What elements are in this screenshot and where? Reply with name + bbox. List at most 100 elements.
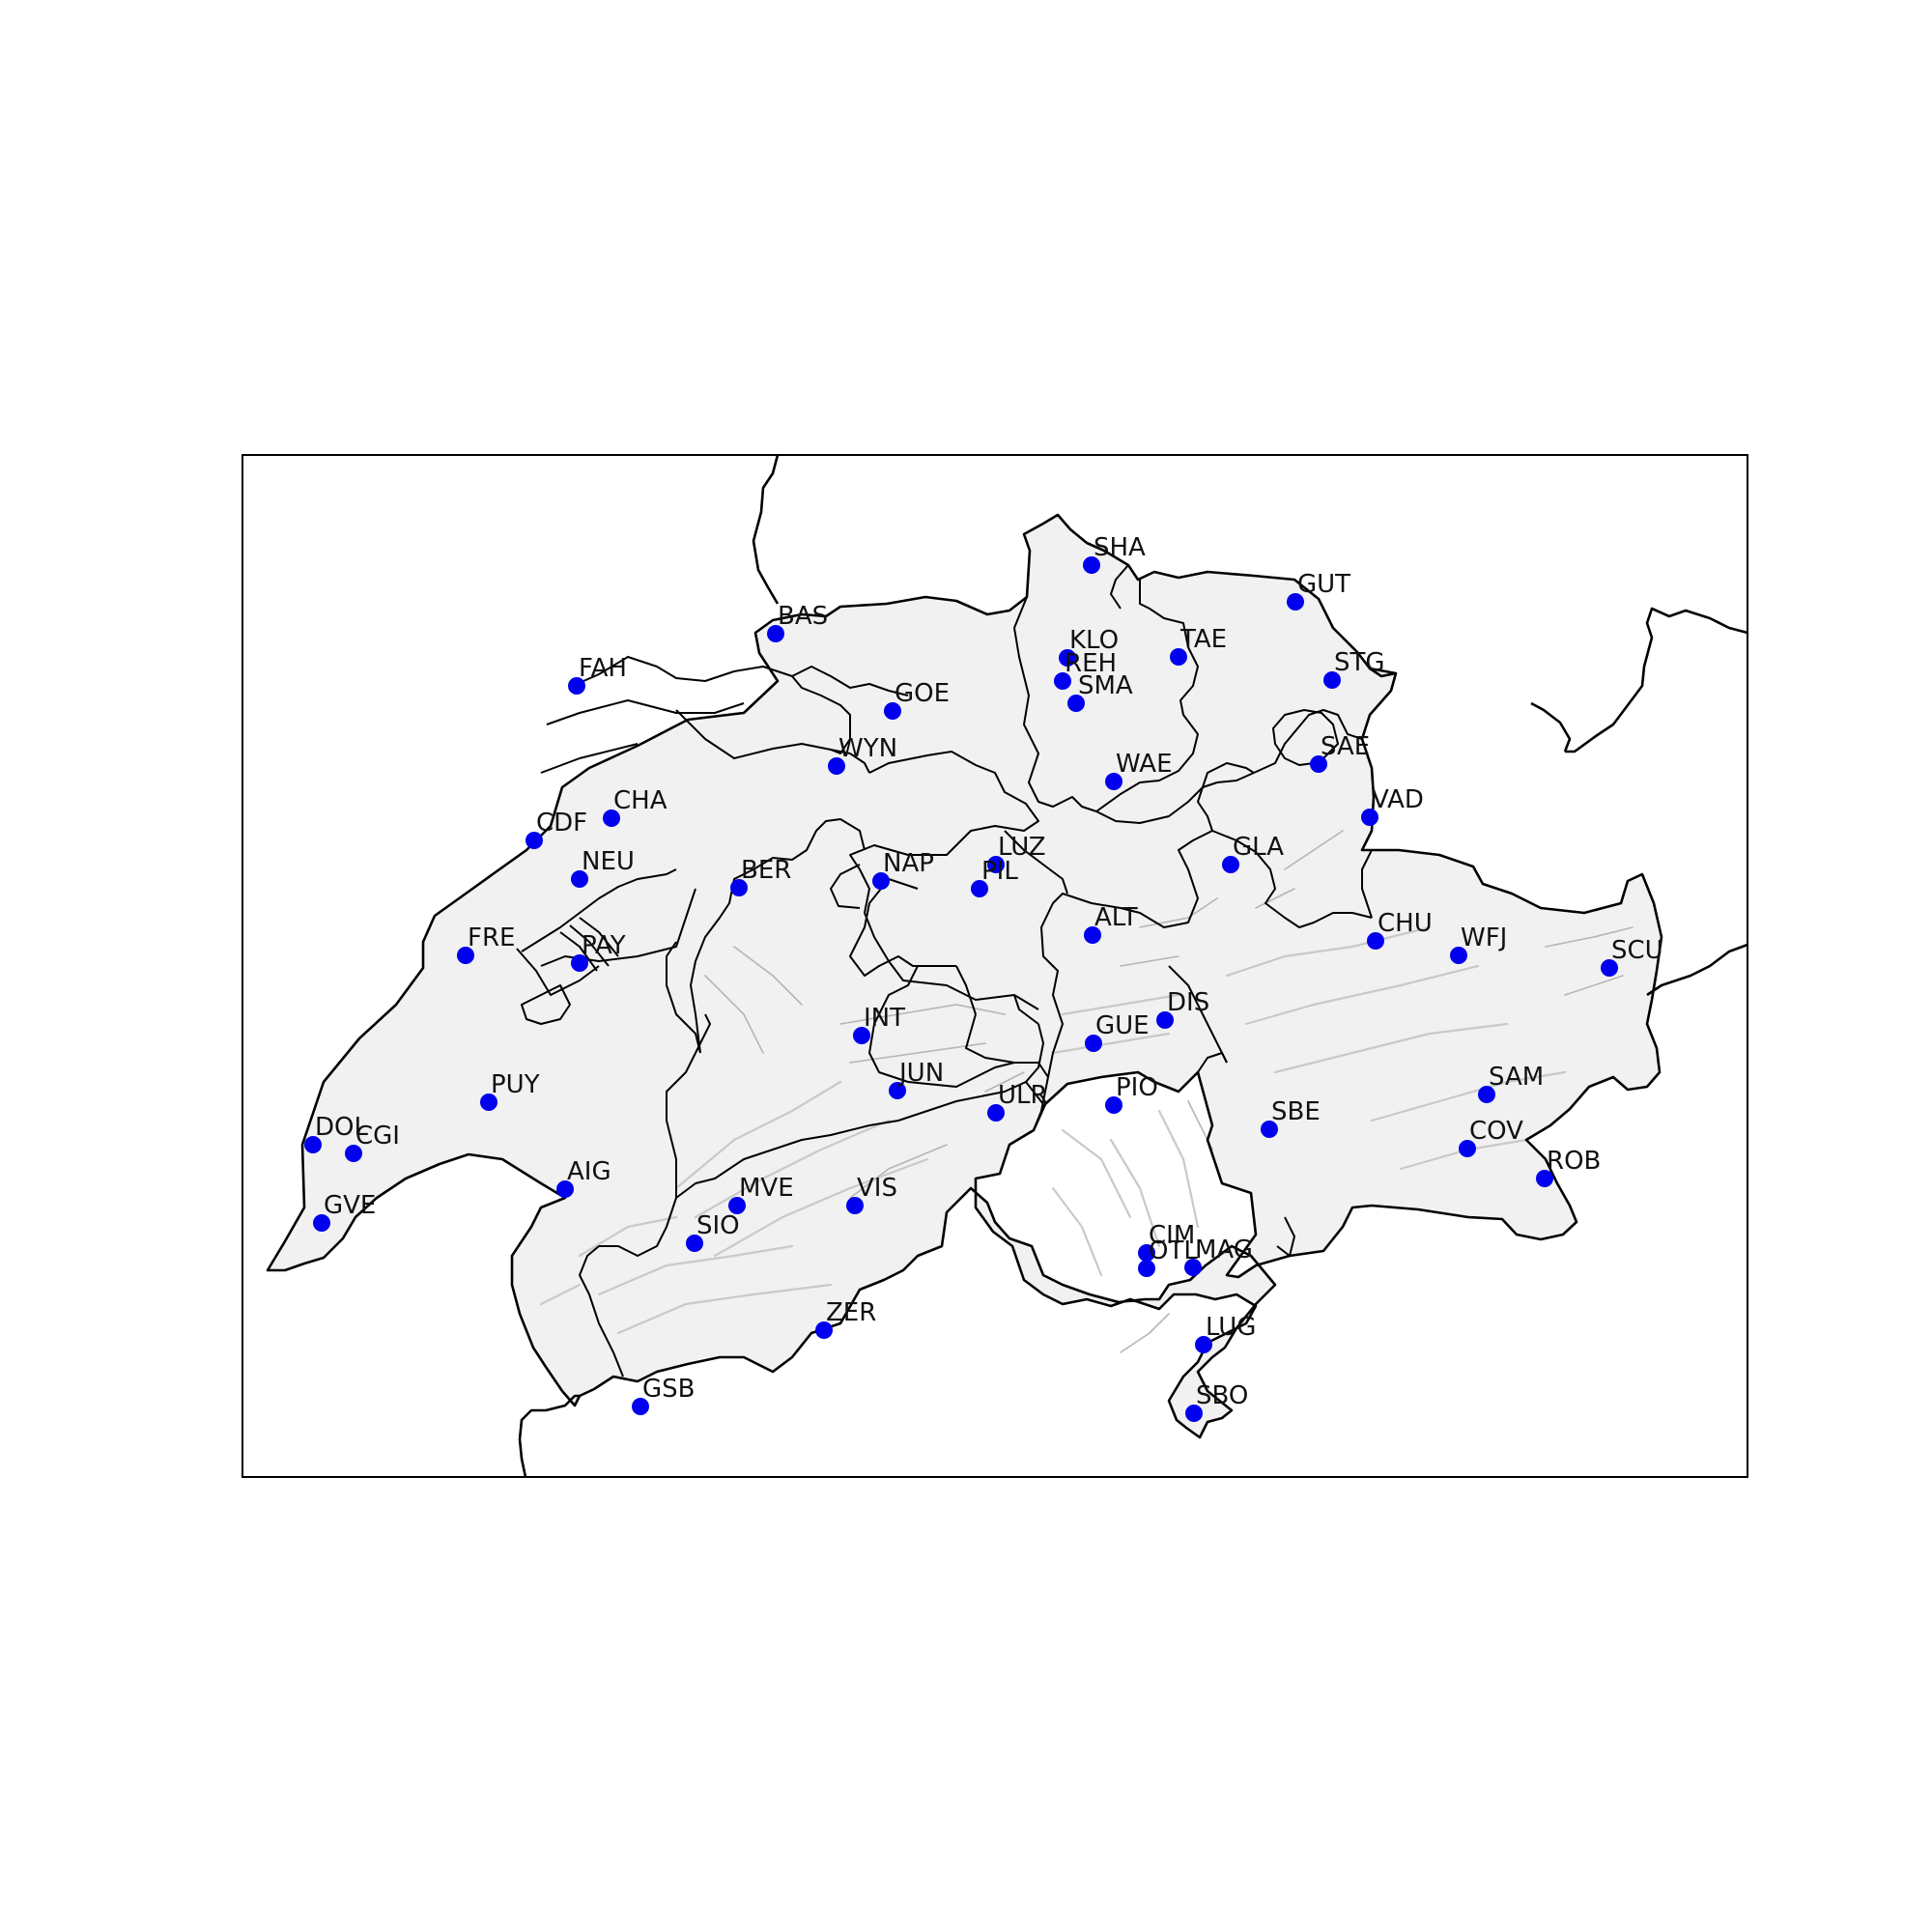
station-dot <box>872 872 890 890</box>
station-marker-dis: DIS <box>1156 988 1209 1029</box>
station-dot <box>1054 672 1071 690</box>
station-label: REH <box>1065 649 1117 678</box>
station-dot <box>884 702 901 720</box>
station-label: SAM <box>1489 1063 1544 1092</box>
station-label: GOE <box>895 679 950 708</box>
station-marker-wfj: WFJ <box>1450 923 1507 964</box>
station-dot <box>1459 1140 1476 1157</box>
station-label: GUT <box>1297 570 1350 599</box>
station-label: GLA <box>1233 833 1284 862</box>
station-dot <box>767 625 784 642</box>
station-marker-ber: BER <box>730 856 791 896</box>
station-marker-cov: COV <box>1459 1117 1523 1157</box>
station-marker-sha: SHA <box>1083 533 1146 574</box>
station-label: SHA <box>1094 533 1146 562</box>
station-marker-cdf: CDF <box>526 809 587 849</box>
station-dot <box>846 1197 864 1214</box>
switzerland-border <box>266 513 1663 1439</box>
station-label: DOL <box>315 1113 368 1142</box>
station-label: LUZ <box>998 833 1046 862</box>
station-dot <box>889 1082 906 1099</box>
station-marker-cim: CIM <box>1138 1221 1195 1262</box>
station-marker-nap: NAP <box>872 849 934 890</box>
station-label: JUN <box>897 1059 944 1088</box>
station-marker-pil: PIL <box>971 857 1018 897</box>
station-marker-dol: DOL <box>304 1113 368 1153</box>
station-label: WYN <box>838 734 897 763</box>
station-dot <box>1601 959 1618 977</box>
station-dot <box>1105 773 1122 790</box>
station-dot <box>571 870 588 888</box>
station-label: BER <box>741 856 791 885</box>
station-dot <box>1367 932 1384 950</box>
station-marker-reh: REH <box>1054 649 1117 690</box>
station-marker-gue: GUE <box>1085 1011 1150 1052</box>
station-dot <box>304 1136 322 1153</box>
station-marker-vad: VAD <box>1361 785 1424 826</box>
station-label: GSB <box>642 1375 696 1404</box>
station-dot <box>571 954 588 972</box>
station-marker-lug: LUG <box>1195 1313 1256 1353</box>
station-marker-scu: SCU <box>1601 936 1663 977</box>
station-dot <box>987 856 1005 873</box>
station-dot <box>1361 809 1378 826</box>
station-marker-gve: GVE <box>313 1191 376 1232</box>
station-dot <box>730 879 748 896</box>
station-marker-fah: FAH <box>568 654 627 695</box>
station-marker-stg: STG <box>1323 648 1385 689</box>
station-marker-gsb: GSB <box>632 1375 696 1415</box>
station-dot <box>480 1094 497 1111</box>
station-label: SAE <box>1321 732 1370 761</box>
station-dot <box>1185 1405 1203 1422</box>
station-marker-luz: LUZ <box>987 833 1046 873</box>
station-marker-alt: ALT <box>1084 903 1138 944</box>
station-label: ROB <box>1547 1147 1601 1176</box>
station-label: INT <box>864 1004 905 1033</box>
station-label: CGI <box>355 1122 400 1151</box>
station-dot <box>603 810 620 827</box>
station-label: WAE <box>1116 750 1173 779</box>
station-label: FRE <box>468 923 515 952</box>
station-marker-sam: SAM <box>1478 1063 1544 1103</box>
station-marker-sbe: SBE <box>1261 1097 1321 1138</box>
station-label: MAG <box>1195 1236 1253 1264</box>
switzerland-land <box>268 515 1662 1437</box>
station-marker-zer: ZER <box>815 1298 876 1339</box>
station-label: PIO <box>1116 1073 1158 1102</box>
station-marker-vis: VIS <box>846 1174 897 1214</box>
station-marker-sae: SAE <box>1310 732 1370 773</box>
station-dot <box>828 757 845 775</box>
station-label: FAH <box>579 654 627 683</box>
station-dot <box>728 1197 746 1214</box>
station-label: BAS <box>778 602 828 631</box>
station-label: ALT <box>1094 903 1138 932</box>
station-dot <box>1083 556 1100 574</box>
station-marker-cgi: CGI <box>345 1122 400 1162</box>
station-label: CDF <box>536 809 587 838</box>
station-dot <box>1156 1011 1174 1029</box>
neighbouring-borders <box>518 454 1748 1478</box>
station-label: GVE <box>324 1191 376 1220</box>
station-dot <box>1138 1244 1155 1262</box>
station-marker-aig: AIG <box>556 1157 611 1198</box>
station-marker-rob: ROB <box>1536 1147 1601 1187</box>
station-dot <box>556 1180 574 1198</box>
station-dot <box>815 1321 833 1339</box>
station-dot <box>1067 695 1085 712</box>
station-marker-mve: MVE <box>728 1174 794 1214</box>
station-label: PAY <box>582 931 626 960</box>
station-marker-sma: SMA <box>1067 671 1133 712</box>
station-label: CIM <box>1149 1221 1195 1250</box>
station-marker-gut: GUT <box>1287 570 1350 611</box>
station-marker-puy: PUY <box>480 1070 540 1111</box>
station-marker-jun: JUN <box>889 1059 944 1099</box>
station-dot <box>1287 593 1304 611</box>
station-label: SBE <box>1271 1097 1321 1126</box>
station-dot <box>1222 856 1239 873</box>
station-marker-wyn: WYN <box>828 734 897 775</box>
station-dot <box>1105 1096 1122 1114</box>
station-label: VIS <box>857 1174 897 1203</box>
station-marker-pio: PIO <box>1105 1073 1158 1114</box>
station-label: SMA <box>1078 671 1133 700</box>
